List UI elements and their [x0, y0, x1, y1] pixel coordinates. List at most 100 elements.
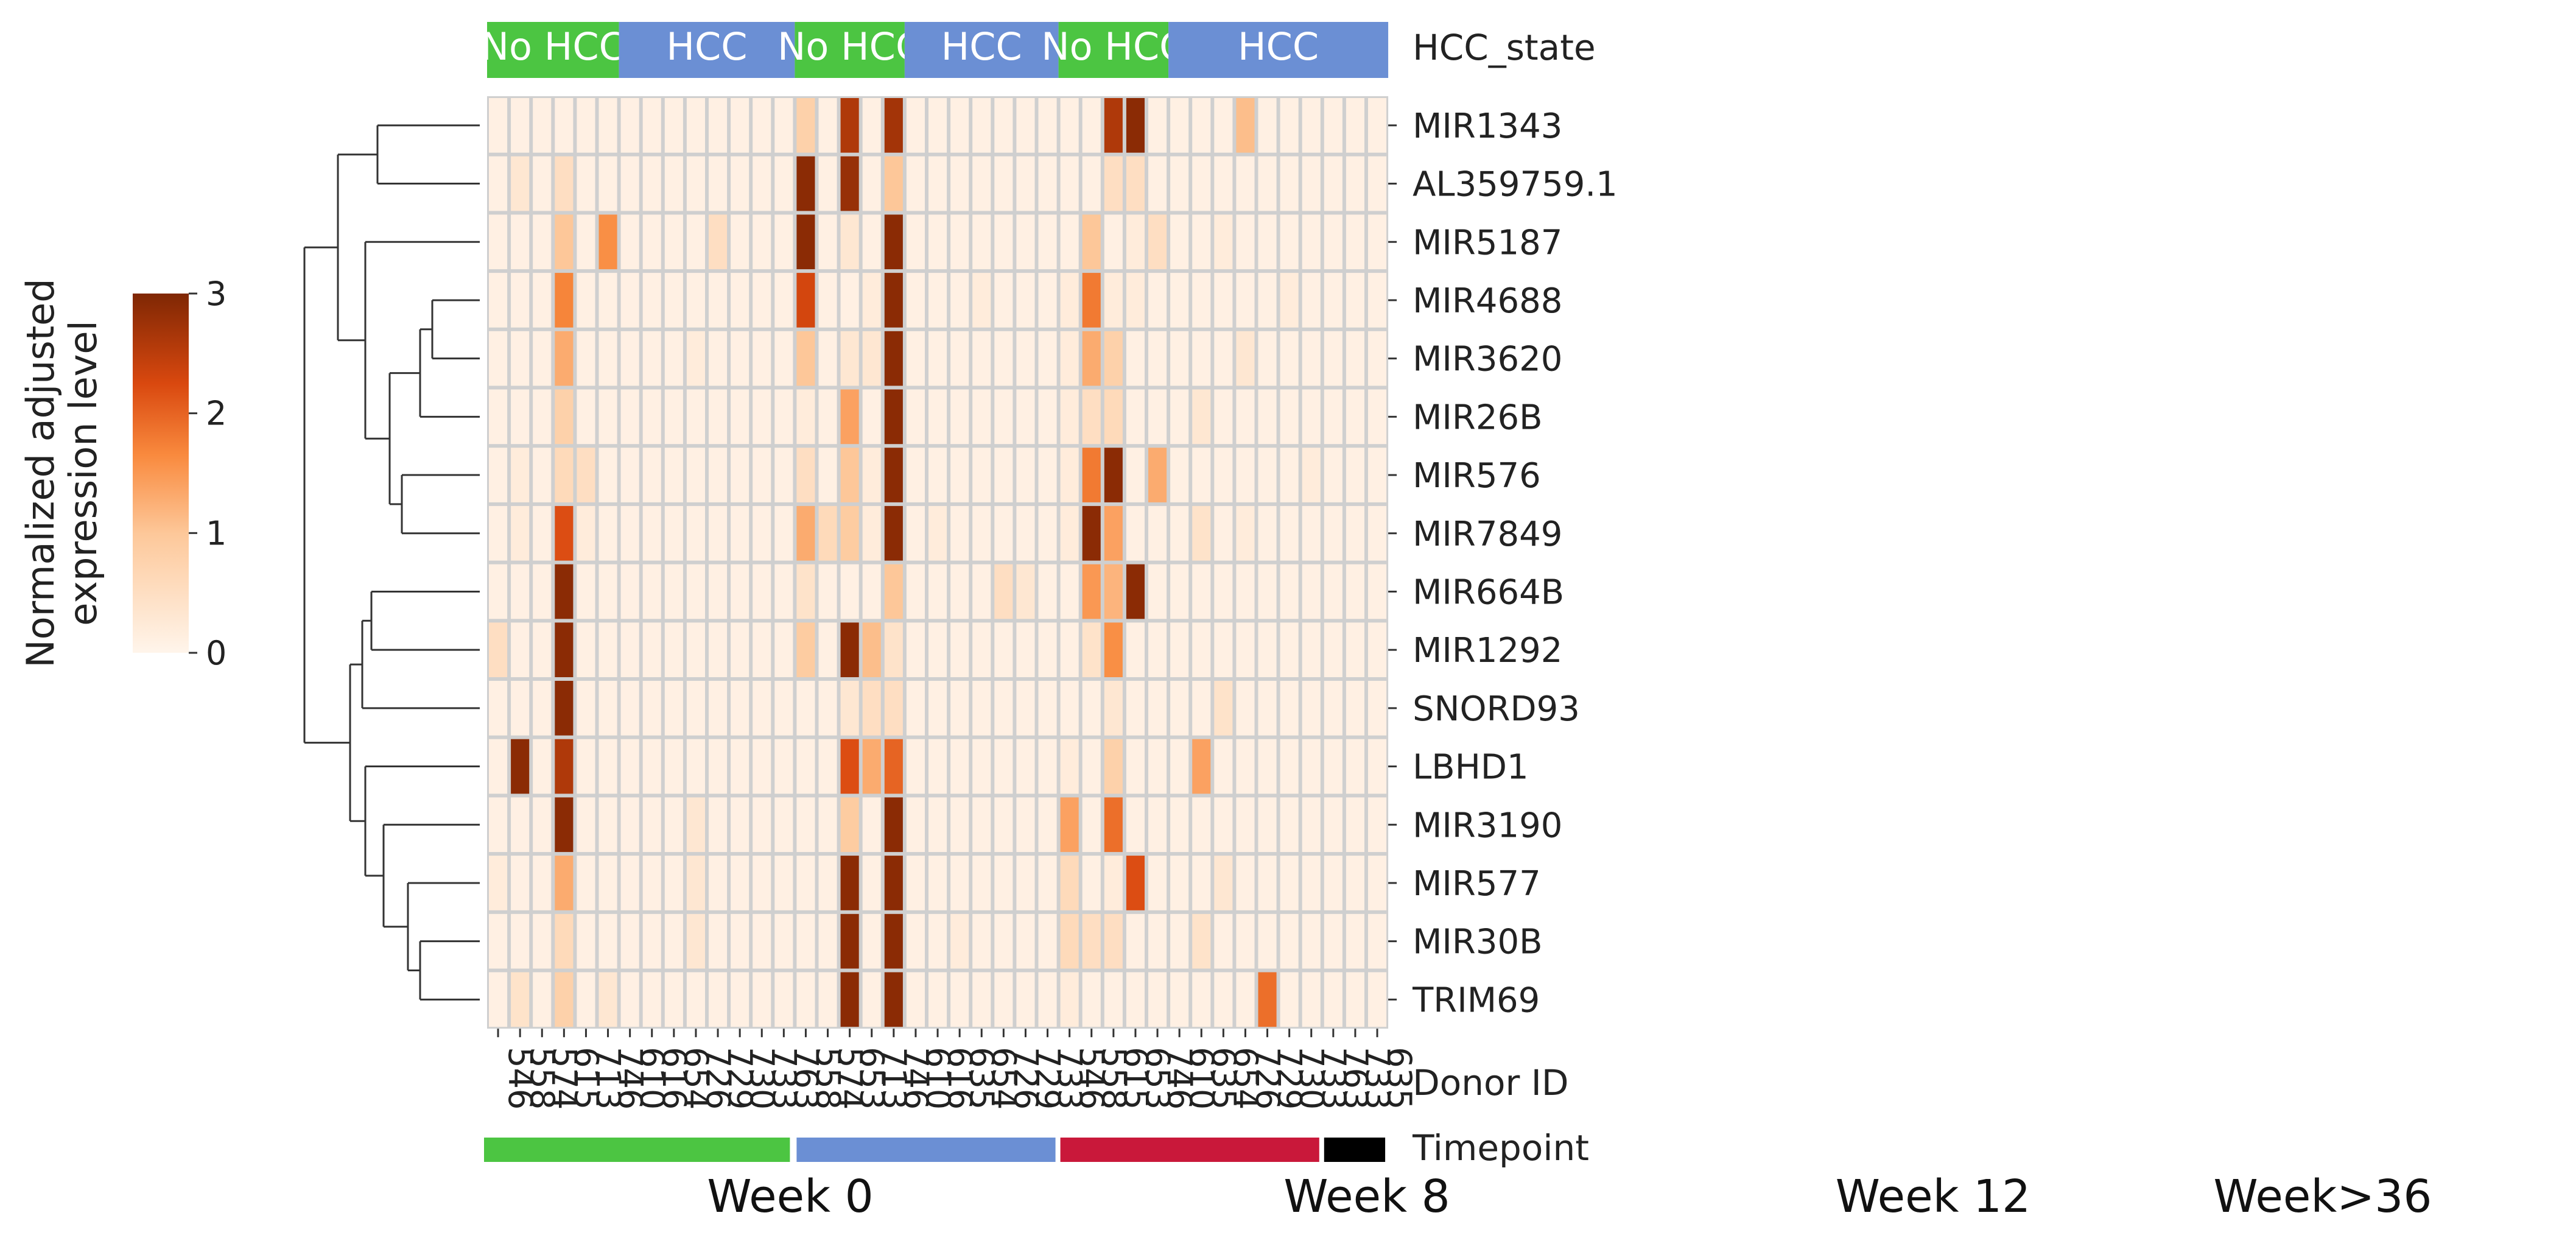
hcc-state-segment [487, 22, 619, 78]
heatmap-cell [862, 389, 881, 445]
heatmap-cell [928, 681, 947, 736]
heatmap-cell [1016, 622, 1035, 677]
heatmap-cell [642, 389, 661, 445]
heatmap-cell [1060, 505, 1079, 561]
heatmap-cell [664, 273, 683, 328]
heatmap-cell [1368, 681, 1387, 736]
heatmap-cell [577, 505, 595, 561]
heatmap-cell [1148, 856, 1167, 910]
heatmap-cell [884, 681, 903, 736]
heatmap-cell [1016, 913, 1035, 969]
heatmap-cell [1302, 622, 1321, 677]
heatmap-cell [555, 739, 574, 794]
heatmap-cell [994, 156, 1013, 211]
heatmap-cell [994, 98, 1013, 153]
heatmap-cell [994, 797, 1013, 853]
heatmap-cell [862, 505, 881, 561]
heatmap-cell [1038, 156, 1057, 211]
heatmap-cell [972, 448, 991, 502]
heatmap-cell [511, 972, 530, 1027]
column-label: 733 [765, 1047, 803, 1110]
heatmap-cell [862, 739, 881, 794]
column-label: 653 [853, 1047, 891, 1110]
heatmap-cell [796, 972, 815, 1027]
heatmap-cell [884, 913, 903, 969]
heatmap-cell [1104, 856, 1123, 910]
heatmap-cell [928, 448, 947, 502]
heatmap-cell [731, 797, 749, 853]
heatmap-cell [1016, 98, 1035, 153]
heatmap-cell [489, 972, 508, 1027]
heatmap-cell [511, 797, 530, 853]
heatmap-cell [818, 505, 837, 561]
heatmap-cell [489, 856, 508, 910]
heatmap-cell [796, 156, 815, 211]
heatmap-cell [1148, 156, 1167, 211]
heatmap-cell [731, 448, 749, 502]
heatmap-cell [972, 214, 991, 270]
heatmap-cell [840, 214, 859, 270]
heatmap-cell [753, 856, 771, 910]
heatmap-cell [1302, 564, 1321, 619]
heatmap-cell [533, 156, 552, 211]
heatmap-cell [1192, 856, 1211, 910]
heatmap-cell [664, 681, 683, 736]
heatmap-cell [555, 913, 574, 969]
heatmap-cell [884, 389, 903, 445]
column-label: 616 [941, 1047, 979, 1110]
heatmap-cell [753, 564, 771, 619]
heatmap-cell [1258, 156, 1277, 211]
heatmap-cell [884, 273, 903, 328]
heatmap-cell [686, 564, 705, 619]
heatmap-cell [642, 739, 661, 794]
heatmap-cell [1258, 564, 1277, 619]
colorbar-label-line2: expression level [61, 320, 105, 626]
heatmap-cell [884, 98, 903, 153]
heatmap-cell [533, 214, 552, 270]
heatmap-cell [731, 98, 749, 153]
heatmap-cell [642, 448, 661, 502]
heatmap-cell [1016, 389, 1035, 445]
heatmap-cell [1038, 98, 1057, 153]
heatmap-cell [774, 913, 793, 969]
heatmap-cell [598, 331, 617, 386]
heatmap-cell [928, 913, 947, 969]
heatmap-cell [709, 448, 728, 502]
heatmap-cell [1346, 331, 1364, 386]
heatmap-cell [577, 389, 595, 445]
heatmap-cell [1368, 156, 1387, 211]
heatmap-cell [994, 739, 1013, 794]
heatmap-cell [577, 331, 595, 386]
heatmap-cell [818, 972, 837, 1027]
heatmap-cell [1104, 448, 1123, 502]
heatmap-cell [1324, 505, 1342, 561]
heatmap-cell [1324, 214, 1342, 270]
heatmap-cell [1038, 273, 1057, 328]
heatmap-cell [818, 331, 837, 386]
heatmap-cell [1280, 564, 1299, 619]
heatmap-cell [774, 622, 793, 677]
heatmap-cell [1280, 448, 1299, 502]
heatmap-cell [511, 331, 530, 386]
heatmap-cell [1126, 564, 1145, 619]
heatmap-cell [489, 214, 508, 270]
heatmap-cell [972, 913, 991, 969]
heatmap-cell [818, 214, 837, 270]
heatmap-cell [1258, 448, 1277, 502]
row-label: MIR4688 [1413, 281, 1562, 321]
hcc-state-segment [904, 22, 1059, 78]
heatmap-cell [1016, 273, 1035, 328]
heatmap-cell [1302, 681, 1321, 736]
heatmap-cell [1104, 331, 1123, 386]
heatmap-cell [1236, 98, 1255, 153]
column-label: 713 [589, 1047, 627, 1110]
heatmap-cell [1258, 214, 1277, 270]
heatmap-cell [620, 972, 639, 1027]
heatmap-cell [1280, 389, 1299, 445]
heatmap-cell [1148, 214, 1167, 270]
heatmap-cell [642, 273, 661, 328]
heatmap-cell [620, 681, 639, 736]
heatmap-cell [1148, 564, 1167, 619]
heatmap-cell [1170, 214, 1189, 270]
heatmap-cell [840, 681, 859, 736]
